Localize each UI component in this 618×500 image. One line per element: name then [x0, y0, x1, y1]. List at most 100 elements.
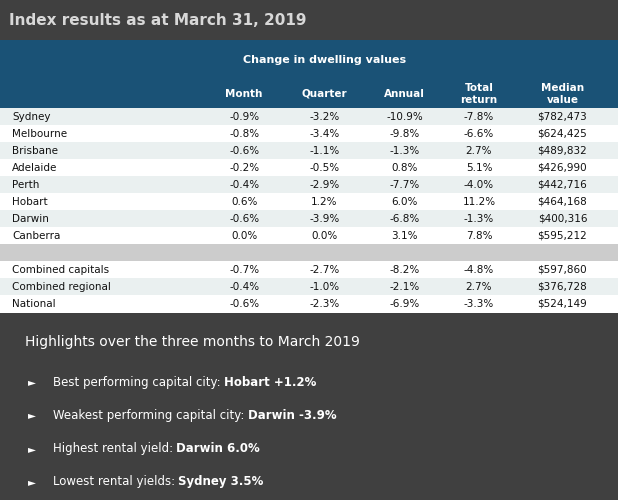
Text: -2.1%: -2.1%	[390, 282, 420, 292]
Text: Melbourne: Melbourne	[12, 128, 67, 138]
Text: -3.2%: -3.2%	[310, 112, 339, 122]
Text: Canberra: Canberra	[12, 231, 61, 241]
Text: -6.8%: -6.8%	[390, 214, 420, 224]
Text: 11.2%: 11.2%	[462, 197, 496, 207]
Text: -9.8%: -9.8%	[390, 128, 420, 138]
Text: 0.6%: 0.6%	[231, 197, 257, 207]
Text: Total
return: Total return	[460, 83, 497, 104]
Text: Adelaide: Adelaide	[12, 162, 57, 172]
Bar	[0, 278, 618, 295]
Text: $595,212: $595,212	[538, 231, 587, 241]
Text: -4.0%: -4.0%	[464, 180, 494, 190]
Text: Darwin -3.9%: Darwin -3.9%	[248, 409, 336, 422]
Text: -0.7%: -0.7%	[229, 265, 259, 275]
Text: -1.3%: -1.3%	[464, 214, 494, 224]
Text: -7.7%: -7.7%	[390, 180, 420, 190]
Text: -2.9%: -2.9%	[310, 180, 339, 190]
Text: -0.4%: -0.4%	[229, 180, 259, 190]
Text: Sydney 3.5%: Sydney 3.5%	[179, 475, 264, 488]
Text: -2.7%: -2.7%	[310, 265, 339, 275]
Text: Annual: Annual	[384, 89, 425, 99]
Text: $426,990: $426,990	[538, 162, 587, 172]
Text: Highest rental yield:: Highest rental yield:	[53, 442, 176, 455]
Text: -0.6%: -0.6%	[229, 146, 259, 156]
Text: $524,149: $524,149	[538, 299, 587, 309]
Bar	[0, 176, 618, 194]
Bar	[0, 108, 618, 125]
Text: Combined capitals: Combined capitals	[12, 265, 109, 275]
Text: $400,316: $400,316	[538, 214, 587, 224]
Text: -3.9%: -3.9%	[310, 214, 339, 224]
Text: Sydney: Sydney	[12, 112, 51, 122]
Text: $624,425: $624,425	[538, 128, 587, 138]
Text: -3.4%: -3.4%	[310, 128, 339, 138]
Text: -7.8%: -7.8%	[464, 112, 494, 122]
Text: $442,716: $442,716	[538, 180, 587, 190]
Bar	[0, 244, 618, 262]
Text: Index results as at March 31, 2019: Index results as at March 31, 2019	[9, 13, 307, 28]
Bar	[0, 80, 618, 108]
Text: -0.4%: -0.4%	[229, 282, 259, 292]
Text: Median
value: Median value	[541, 83, 584, 104]
Text: Hobart: Hobart	[12, 197, 48, 207]
Bar	[0, 142, 618, 159]
Bar	[0, 262, 618, 278]
Bar	[0, 228, 618, 244]
Text: -0.6%: -0.6%	[229, 299, 259, 309]
Text: Lowest rental yields:: Lowest rental yields:	[53, 475, 179, 488]
Text: National: National	[12, 299, 56, 309]
Text: 2.7%: 2.7%	[466, 282, 492, 292]
Text: 0.8%: 0.8%	[392, 162, 418, 172]
Text: -0.2%: -0.2%	[229, 162, 259, 172]
Text: -6.9%: -6.9%	[390, 299, 420, 309]
Text: $782,473: $782,473	[538, 112, 587, 122]
Text: 0.0%: 0.0%	[311, 231, 337, 241]
Text: -0.5%: -0.5%	[310, 162, 339, 172]
Text: -6.6%: -6.6%	[464, 128, 494, 138]
Text: Quarter: Quarter	[302, 89, 347, 99]
Text: 1.2%: 1.2%	[311, 197, 337, 207]
Text: -1.0%: -1.0%	[310, 282, 339, 292]
Text: -1.3%: -1.3%	[390, 146, 420, 156]
Text: Weakest performing capital city:: Weakest performing capital city:	[53, 409, 248, 422]
Text: Best performing capital city:: Best performing capital city:	[53, 376, 224, 389]
Text: Month: Month	[226, 89, 263, 99]
Text: ►: ►	[28, 410, 36, 420]
Bar	[0, 210, 618, 228]
Text: $464,168: $464,168	[538, 197, 587, 207]
Text: $597,860: $597,860	[538, 265, 587, 275]
Text: 6.0%: 6.0%	[392, 197, 418, 207]
Text: 2.7%: 2.7%	[466, 146, 492, 156]
Bar	[0, 296, 618, 312]
Text: -10.9%: -10.9%	[386, 112, 423, 122]
Text: -4.8%: -4.8%	[464, 265, 494, 275]
Text: Darwin 6.0%: Darwin 6.0%	[176, 442, 260, 455]
Text: $489,832: $489,832	[538, 146, 587, 156]
Text: ►: ►	[28, 444, 36, 454]
Text: 7.8%: 7.8%	[466, 231, 492, 241]
Bar	[0, 125, 618, 142]
Text: Brisbane: Brisbane	[12, 146, 58, 156]
Text: Combined regional: Combined regional	[12, 282, 111, 292]
Bar	[0, 159, 618, 176]
Text: -0.9%: -0.9%	[229, 112, 259, 122]
Text: Highlights over the three months to March 2019: Highlights over the three months to Marc…	[25, 335, 360, 349]
Text: 0.0%: 0.0%	[231, 231, 257, 241]
Text: -8.2%: -8.2%	[390, 265, 420, 275]
Text: -0.8%: -0.8%	[229, 128, 259, 138]
Text: Change in dwelling values: Change in dwelling values	[243, 55, 406, 65]
Text: 3.1%: 3.1%	[392, 231, 418, 241]
Text: ►: ►	[28, 476, 36, 486]
Bar	[0, 40, 618, 80]
Text: 5.1%: 5.1%	[466, 162, 492, 172]
Text: Perth: Perth	[12, 180, 40, 190]
Text: -1.1%: -1.1%	[310, 146, 339, 156]
Text: ►: ►	[28, 378, 36, 388]
Text: -2.3%: -2.3%	[310, 299, 339, 309]
Text: Hobart +1.2%: Hobart +1.2%	[224, 376, 316, 389]
Text: -3.3%: -3.3%	[464, 299, 494, 309]
Text: -0.6%: -0.6%	[229, 214, 259, 224]
Text: $376,728: $376,728	[538, 282, 587, 292]
Bar	[0, 194, 618, 210]
Text: Darwin: Darwin	[12, 214, 49, 224]
